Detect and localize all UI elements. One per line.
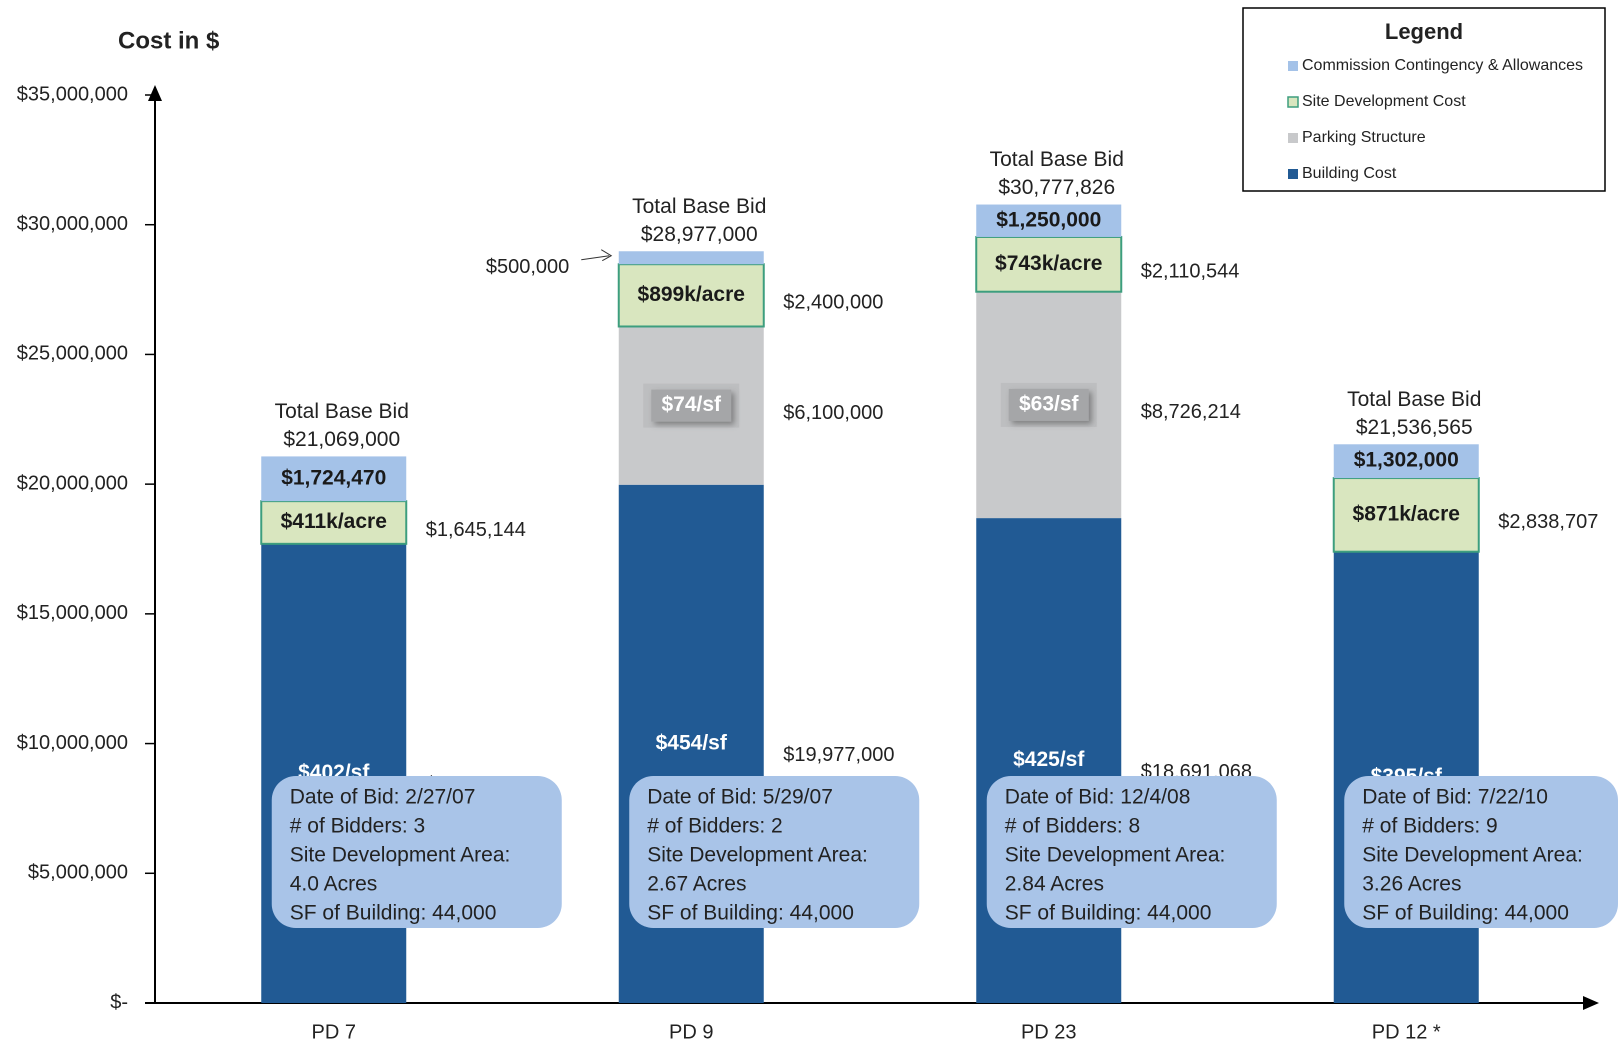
note-line: Site Development Area: [1005,844,1226,867]
note-line: 2.67 Acres [647,873,746,896]
note-box [271,776,562,928]
note-line: Site Development Area: [1362,844,1583,867]
legend-label: Building Cost [1302,165,1397,182]
note-line: # of Bidders: 2 [647,815,782,838]
note-box [986,776,1277,928]
y-tick-label: $15,000,000 [17,602,128,624]
note-line: Site Development Area: [290,844,511,867]
bar-segment [1332,477,1480,553]
value-label: $1,645,144 [426,519,526,541]
rate-label-box [1008,388,1089,421]
y-tick-label: $35,000,000 [17,83,128,105]
label-arrow [581,255,610,261]
value-label: $2,110,544 [1141,261,1240,283]
x-tick-label: PD 7 [312,1021,356,1043]
legend-label: Parking Structure [1302,129,1426,146]
legend-box [1242,7,1606,192]
note-line: Date of Bid: 2/27/07 [290,786,476,809]
total-title: Total Base Bid [990,148,1124,171]
y-tick-label: $10,000,000 [17,732,128,754]
note-line: SF of Building: 44,000 [647,902,854,925]
note-line: 4.0 Acres [290,873,378,896]
rate-label: $425/sf [1013,748,1085,771]
note-line: SF of Building: 44,000 [1362,902,1569,925]
value-label: $1,302,000 [1354,449,1459,472]
rate-label: $743k/acre [995,252,1102,275]
label-arrow-head [600,249,613,262]
legend-swatch [1288,133,1298,143]
note-line: # of Bidders: 8 [1005,815,1140,838]
total-title: Total Base Bid [275,400,409,423]
bar-segment [617,263,765,328]
note-line: 2.84 Acres [1005,873,1104,896]
total-label: $21,069,000 [283,428,400,451]
note-line: SF of Building: 44,000 [290,902,497,925]
note-line: # of Bidders: 9 [1362,815,1497,838]
note-line: SF of Building: 44,000 [1005,902,1212,925]
note-box [629,776,920,928]
x-tick-label: PD 12 * [1372,1021,1441,1043]
legend-swatch [1288,169,1298,179]
y-tick-label: $25,000,000 [17,343,128,365]
bar-segment [976,204,1122,237]
value-label: $6,100,000 [783,402,883,424]
legend-title: Legend [1385,19,1463,44]
note-line: Site Development Area: [647,844,868,867]
value-label: $2,838,707 [1498,511,1598,533]
note-line: 3.26 Acres [1362,873,1461,896]
y-axis-label: Cost in $ [118,27,220,54]
y-tick-label: $20,000,000 [17,472,128,494]
y-tick-label: $- [110,991,128,1013]
rate-label: $74/sf [661,393,722,416]
value-label: $500,000 [486,256,569,278]
y-tick-label: $5,000,000 [28,862,128,884]
total-label: $28,977,000 [641,223,758,246]
bar-segment [261,456,407,502]
note-line: Date of Bid: 7/22/10 [1362,786,1548,809]
bar-segment [618,251,764,265]
legend-label: Commission Contingency & Allowances [1302,57,1583,74]
x-tick-label: PD 23 [1021,1021,1077,1043]
note-line: # of Bidders: 3 [290,815,425,838]
x-tick-label: PD 9 [669,1021,713,1043]
value-label: $1,250,000 [996,208,1101,231]
legend-swatch [1288,61,1298,71]
rate-label-box [651,389,732,422]
total-label: $30,777,826 [998,176,1115,199]
rate-label: $63/sf [1019,392,1080,415]
total-label: $21,536,565 [1356,416,1473,439]
legend-swatch [1287,96,1299,108]
note-line: Date of Bid: 12/4/08 [1005,786,1191,809]
note-box [1344,776,1618,928]
y-axis-arrow [148,85,162,101]
value-label: $8,726,214 [1141,401,1241,423]
value-label: $19,977,000 [783,744,894,766]
value-label: $2,400,000 [783,292,883,314]
total-title: Total Base Bid [1347,388,1481,411]
rate-label: $411k/acre [281,510,387,533]
value-label: $1,724,470 [281,466,386,489]
bar-segment [1333,444,1479,479]
legend-label: Site Development Cost [1302,93,1466,110]
y-tick-label: $30,000,000 [17,213,128,235]
rate-label: $871k/acre [1353,502,1460,525]
total-title: Total Base Bid [632,195,766,218]
note-line: Date of Bid: 5/29/07 [647,786,833,809]
rate-label: $454/sf [656,731,728,754]
x-axis-arrow [1583,996,1599,1010]
rate-label: $899k/acre [638,283,745,306]
bar-segment [975,235,1123,293]
